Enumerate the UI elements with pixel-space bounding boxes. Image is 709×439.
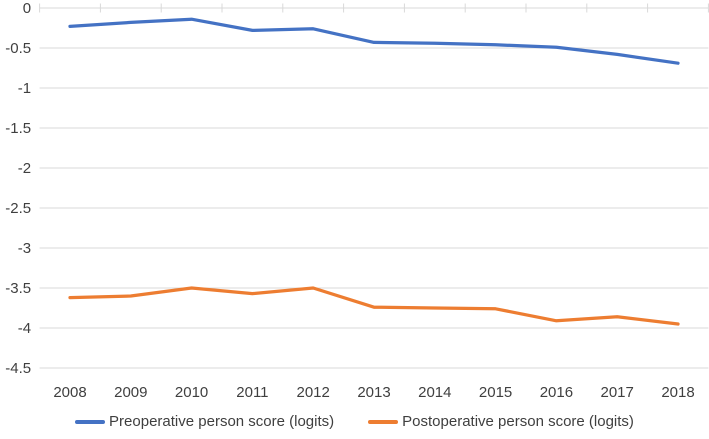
x-tick-label: 2012 [297, 384, 330, 401]
y-tick-label: -3.5 [5, 280, 31, 297]
y-axis-labels: 0 -0.5 -1 -1.5 -2 -2.5 -3 -3.5 -4 -4.5 [5, 0, 31, 377]
y-tick-label: -4.5 [5, 360, 31, 377]
x-tick-label: 2013 [357, 384, 390, 401]
x-tick-label: 2015 [479, 384, 512, 401]
x-axis-labels: 2008 2009 2010 2011 2012 2013 2014 2015 2016 2017… [53, 384, 694, 401]
series-line-0 [68, 17, 680, 65]
x-tick-label: 2010 [175, 384, 208, 401]
y-tick-label: -2 [18, 160, 31, 177]
legend-label-preoperative: Preoperative person score (logits) [109, 413, 335, 430]
y-tick-label: -4 [18, 320, 31, 337]
chart-legend: Preoperative person score (logits) Posto… [0, 413, 709, 430]
x-tick-label: 2009 [114, 384, 147, 401]
legend-item-postoperative: Postoperative person score (logits) [368, 413, 634, 430]
postoperative-line-marker-icon [368, 419, 399, 424]
y-tick-label: -1.5 [5, 120, 31, 137]
legend-label-postoperative: Postoperative person score (logits) [402, 413, 634, 430]
x-tick-label: 2011 [236, 384, 268, 401]
x-tick-label: 2008 [53, 384, 86, 401]
y-tick-label: -1 [18, 80, 31, 97]
x-tick-label: 2018 [661, 384, 694, 401]
x-tick-label: 2017 [601, 384, 634, 401]
x-axis-ticks [39, 3, 709, 13]
preoperative-line-marker-icon [75, 419, 106, 424]
x-tick-label: 2014 [418, 384, 451, 401]
y-tick-label: -0.5 [5, 40, 31, 57]
y-gridlines [39, 7, 709, 369]
y-tick-label: -3 [18, 240, 31, 257]
legend-item-preoperative: Preoperative person score (logits) [75, 413, 334, 430]
y-tick-label: -2.5 [5, 200, 31, 217]
y-tick-label: 0 [23, 0, 31, 17]
x-tick-label: 2016 [540, 384, 573, 401]
series-line-1 [68, 286, 680, 326]
